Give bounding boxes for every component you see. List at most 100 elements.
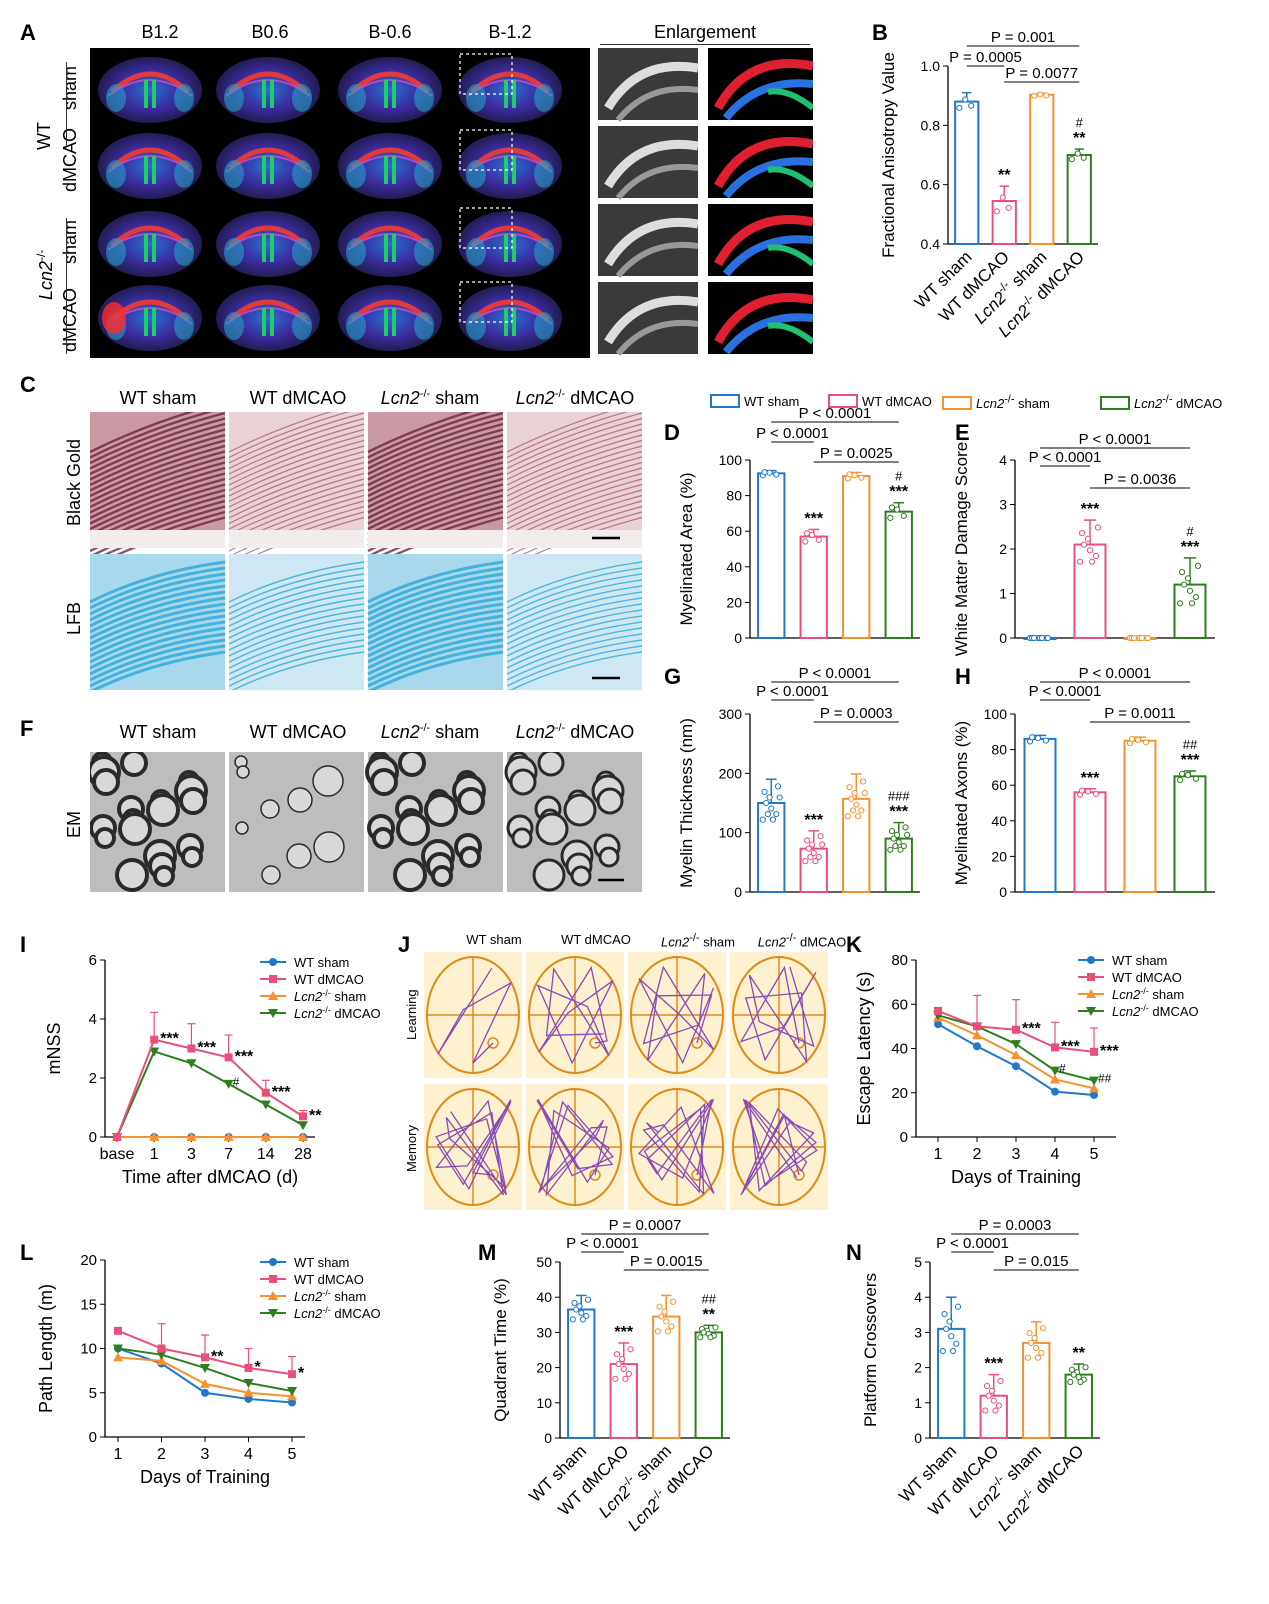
cortex-left	[224, 160, 244, 188]
p-value-label: P < 0.0001	[799, 665, 872, 682]
lfb-fiber	[228, 615, 365, 657]
column-header: WT dMCAO	[249, 722, 347, 742]
legend-label: WT dMCAO	[862, 394, 932, 409]
series-point	[200, 1378, 210, 1388]
y-tick-label: 4	[89, 1011, 97, 1028]
myelin-fiber	[228, 417, 365, 470]
enlargement-row	[598, 48, 813, 122]
cortex-left	[466, 238, 486, 266]
lfb-image	[228, 554, 365, 690]
brain-slice	[98, 285, 202, 351]
data-point	[888, 504, 896, 511]
data-point	[1180, 581, 1188, 588]
j-row-learning: Learning	[404, 989, 419, 1040]
platform	[487, 1037, 499, 1049]
y-tick-label: 0.4	[921, 236, 941, 252]
column-header: Lcn2-/- dMCAO	[515, 722, 635, 742]
myelin-fiber	[228, 434, 365, 486]
dec-red	[714, 59, 813, 111]
series-point	[1089, 1076, 1099, 1086]
brain-outline	[338, 285, 442, 351]
brain-slice	[216, 285, 320, 351]
myelin-fiber	[506, 434, 643, 486]
y-axis-label: Fractional Anisotropy Value	[879, 52, 898, 258]
em-image	[365, 752, 503, 892]
brain-slice	[338, 211, 442, 277]
legend-label: Lcn2-/- sham	[294, 988, 366, 1004]
data-point	[851, 789, 858, 797]
myelin-fiber	[228, 505, 365, 558]
y-tick-label: 60	[726, 523, 742, 539]
chart-i: 0 2 4 6 base 1 3 7 14 28 Time after dMCAO (d) mNSS *…	[44, 952, 381, 1187]
panel-label-k: K	[846, 932, 862, 957]
label-sup: -/-	[322, 988, 331, 998]
data-point	[888, 828, 896, 835]
legend-item: WT dMCAO	[828, 394, 932, 409]
myelin-fiber	[90, 461, 226, 514]
y-tick-label: 20	[991, 848, 1007, 864]
data-point	[613, 1351, 621, 1358]
cortex-left	[106, 160, 126, 188]
lfb-fiber	[90, 614, 226, 658]
myelin-fiber	[90, 477, 226, 531]
black-gold-image	[90, 412, 226, 569]
series-point	[261, 1088, 270, 1097]
legend-swatch	[1100, 396, 1130, 411]
midline-tract	[144, 80, 156, 108]
brain-outline	[458, 57, 562, 123]
p-value-label: P < 0.0001	[756, 683, 829, 700]
myelin-fiber	[90, 466, 226, 520]
legend-marker	[269, 958, 277, 966]
data-point	[776, 794, 783, 801]
data-point	[803, 837, 811, 844]
data-point	[761, 469, 768, 476]
myelin-fiber	[367, 433, 504, 487]
y-tick-label: 5	[89, 1385, 97, 1402]
data-point	[663, 1318, 670, 1325]
axon	[509, 768, 537, 796]
legend-marker	[269, 975, 277, 983]
axon	[312, 765, 344, 797]
data-point	[900, 842, 907, 850]
column-header: Lcn2-/- sham	[380, 722, 480, 742]
lfb-fiber	[90, 620, 226, 664]
cortex-left	[224, 312, 244, 340]
data-point	[622, 1375, 629, 1382]
data-point	[999, 194, 1006, 201]
white-matter-edge	[90, 530, 225, 548]
axon	[596, 787, 624, 815]
cortex-right	[292, 312, 312, 340]
black-gold-image	[367, 412, 504, 569]
series-point	[223, 1132, 234, 1141]
series-point	[186, 1059, 197, 1069]
maze-trial	[424, 952, 522, 1078]
data-point	[858, 474, 865, 481]
axon	[424, 793, 458, 827]
p-value-label: P < 0.0001	[936, 1235, 1009, 1252]
data-point	[812, 858, 819, 865]
panel-label-j: J	[398, 932, 411, 957]
data-point	[763, 799, 770, 807]
label-part: sham	[331, 989, 366, 1004]
fa-gray	[598, 204, 698, 276]
bar	[652, 1315, 681, 1439]
data-point	[1068, 156, 1075, 163]
axon	[396, 812, 430, 846]
y-tick-label: 30	[536, 1324, 552, 1340]
cortex-right	[174, 160, 194, 188]
lfb-fiber	[367, 620, 504, 664]
significance-mark: ***	[235, 1048, 254, 1065]
myelin-fiber	[506, 417, 643, 470]
data-point	[815, 853, 822, 861]
legend-label: WT sham	[294, 955, 349, 970]
bar	[954, 100, 980, 245]
maze-trial	[730, 1084, 828, 1210]
panel-label-g: G	[664, 664, 682, 689]
significance-mark: ***	[1100, 1043, 1119, 1060]
y-axis-label: mNSS	[44, 1022, 64, 1074]
dec-green	[767, 244, 813, 267]
maze-trial	[526, 952, 624, 1078]
chart-l: 0 5 10 15 20 1 2 3 4 5 Days of Training Path Length…	[36, 1252, 381, 1487]
data-point	[992, 1407, 999, 1414]
lfb-fiber	[367, 614, 504, 658]
